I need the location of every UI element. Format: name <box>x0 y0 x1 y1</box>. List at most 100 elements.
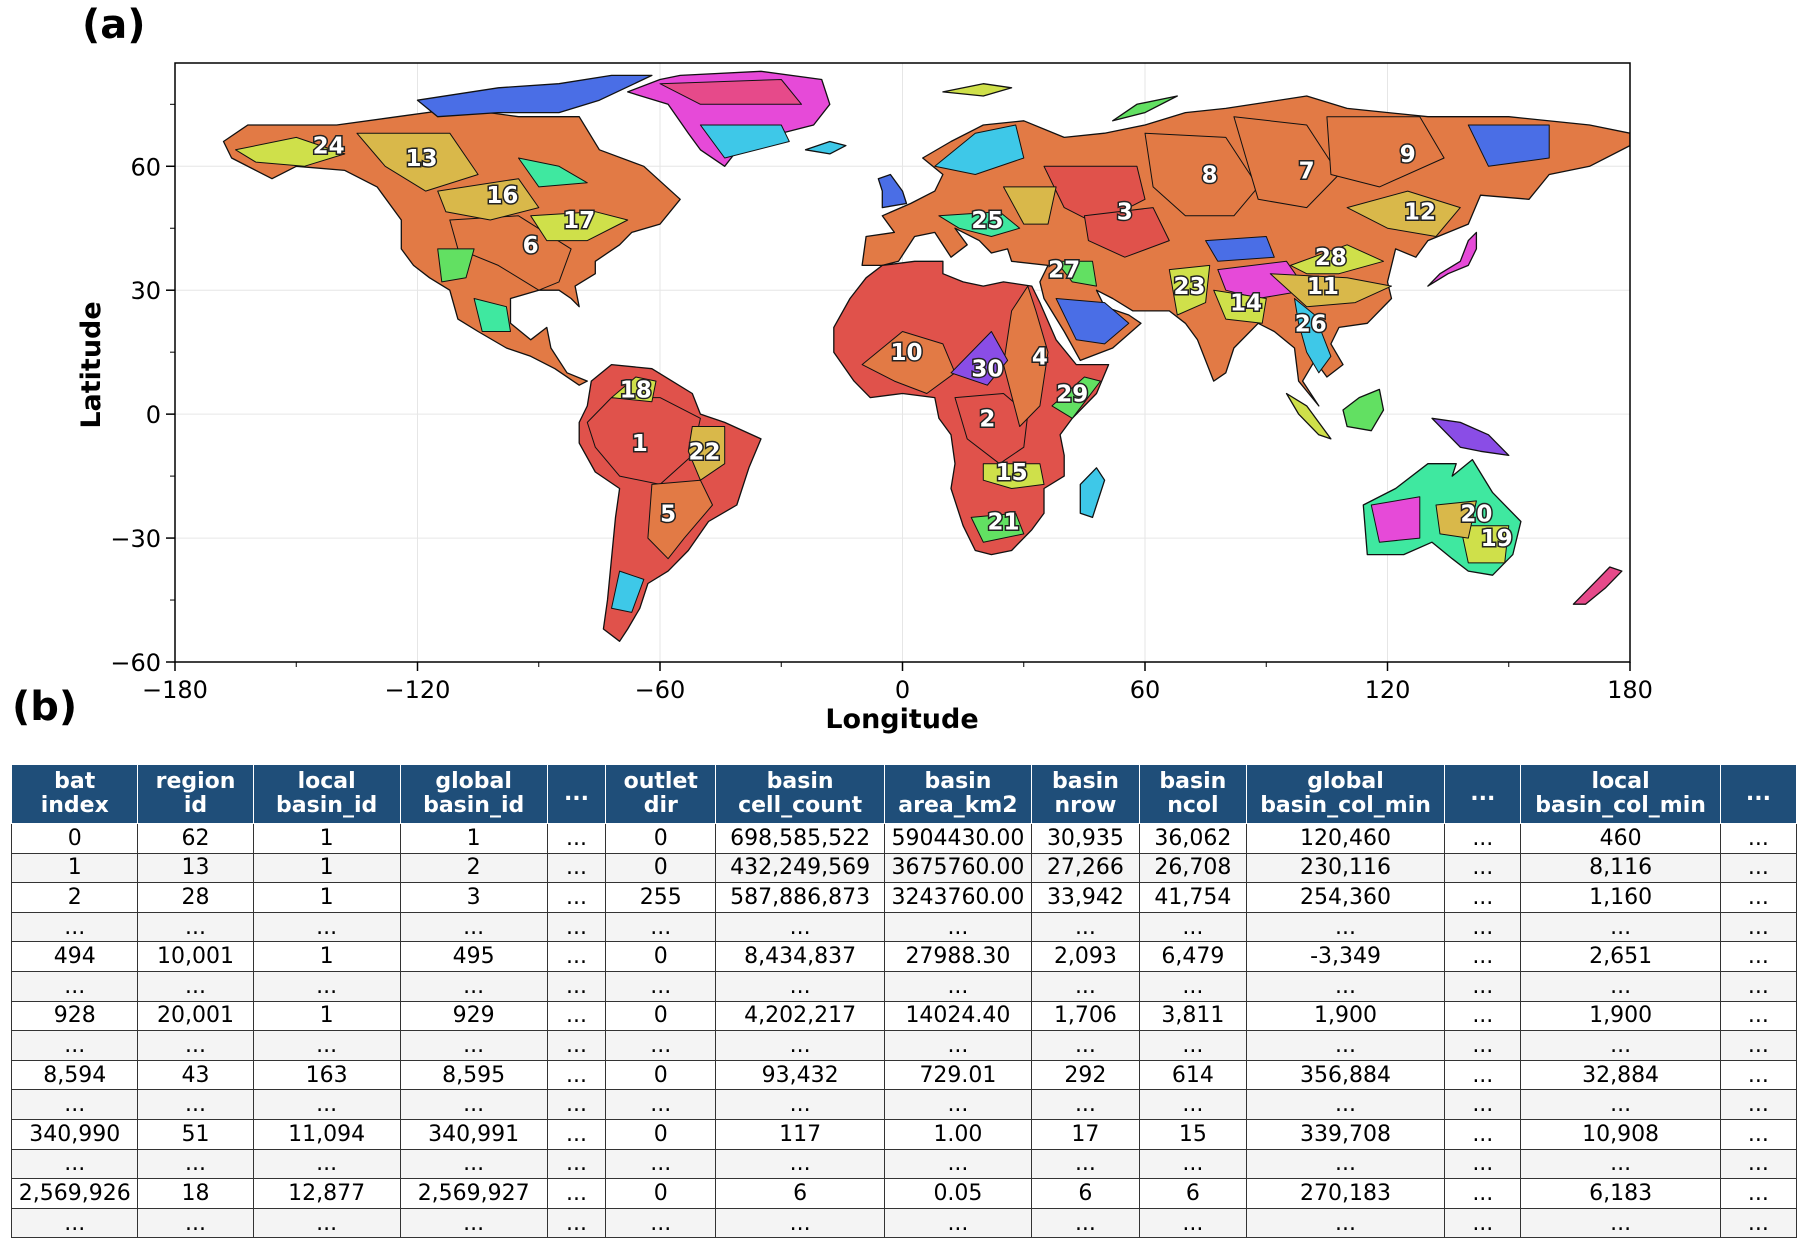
table-cell: ... <box>137 1089 254 1120</box>
table-cell: ... <box>715 1030 885 1061</box>
table-cell: ... <box>1520 1030 1721 1061</box>
basin-indus <box>1168 264 1211 316</box>
basin-yukon <box>235 136 346 167</box>
table-cell: 1,900 <box>1245 1000 1446 1032</box>
basin-label-12: 12 <box>1404 200 1436 226</box>
table-cell: ... <box>1719 1178 1798 1209</box>
table-cell: ... <box>715 1089 885 1120</box>
basin-label-21: 21 <box>988 510 1020 536</box>
basin-greenland-n <box>659 79 802 105</box>
table-cell: 0 <box>10 823 139 854</box>
basin-orinoco <box>611 376 657 403</box>
table-cell: 3675760.00 <box>883 852 1032 884</box>
table-cell: ... <box>1138 1207 1247 1239</box>
basin-ganges <box>1213 289 1267 324</box>
table-cell: ... <box>10 911 139 943</box>
basin-lena <box>1326 116 1445 188</box>
column-header: global basin_id <box>399 764 548 824</box>
basin-label-16: 16 <box>486 183 518 209</box>
table-cell: 339,708 <box>1245 1118 1446 1150</box>
table-cell: ... <box>546 823 607 854</box>
column-header: ... <box>1719 764 1798 824</box>
table-cell: ... <box>715 970 885 1002</box>
table-cell: ... <box>399 970 548 1002</box>
basin-label-14: 14 <box>1230 291 1262 317</box>
table-cell: 0 <box>605 1000 717 1032</box>
basin-label-11: 11 <box>1307 274 1339 300</box>
land-new-zealand <box>1572 566 1623 605</box>
land-madagascar <box>1079 467 1106 519</box>
table-cell: 1 <box>252 1000 401 1032</box>
table-cell: ... <box>1719 1089 1798 1120</box>
column-header: basin area_km2 <box>883 764 1032 824</box>
table-cell: ... <box>1719 1118 1798 1150</box>
table-cell: 15 <box>1138 1118 1247 1150</box>
y-tick-label: 30 <box>130 277 161 305</box>
table-cell: 28 <box>137 882 254 913</box>
table-cell: 11,094 <box>252 1118 401 1150</box>
table-cell: ... <box>1030 1207 1140 1239</box>
table-cell: ... <box>546 1207 607 1239</box>
table-cell: 33,942 <box>1030 882 1140 913</box>
table-cell: ... <box>546 852 607 884</box>
table-row: 494 10,001 1 495... 0 8,434,837 27988.30 2,093 6… <box>10 941 1798 972</box>
basin-tocantins <box>687 426 726 481</box>
table-cell: 2,093 <box>1030 941 1140 972</box>
table-cell: 1 <box>252 852 401 884</box>
table-row: 928 20,001 1 929... 0 4,202,217 14024.40 1,706 3… <box>10 1000 1798 1032</box>
basin-table: bat index region id local basin_id global b… <box>10 764 1798 1239</box>
basin-label-18: 18 <box>620 377 652 403</box>
table-cell: 62 <box>137 823 254 854</box>
table-cell: 41,754 <box>1138 882 1247 913</box>
basin-label-5: 5 <box>660 501 676 527</box>
table-cell: ... <box>1444 1030 1522 1061</box>
table-cell: ... <box>1030 970 1140 1002</box>
table-cell: 2,651 <box>1520 941 1721 972</box>
table-cell: ... <box>1030 911 1140 943</box>
table-cell: 356,884 <box>1245 1059 1446 1091</box>
table-cell: 5904430.00 <box>883 823 1032 854</box>
table-cell: ... <box>137 1030 254 1061</box>
basin-ob <box>1144 132 1259 217</box>
table-cell: ... <box>883 1207 1032 1239</box>
table-cell: ... <box>546 882 607 913</box>
basin-amur <box>1346 190 1461 237</box>
column-header: basin nrow <box>1030 764 1140 824</box>
table-cell: ... <box>1520 970 1721 1002</box>
table-cell: 17 <box>1030 1118 1140 1150</box>
column-header: ... <box>546 764 607 824</box>
table-cell: 1 <box>252 882 401 913</box>
table-row: 0 62 1 1... 0 698,585,522 5904430.00 30,935 36,0… <box>10 823 1798 854</box>
table-cell: ... <box>605 1030 717 1061</box>
table-row: ........................................… <box>10 970 1798 1002</box>
table-cell: ... <box>1444 911 1522 943</box>
basin-label-15: 15 <box>996 460 1028 486</box>
table-cell: ... <box>1444 1059 1522 1091</box>
table-cell: 2,569,926 <box>10 1178 139 1209</box>
table-cell: ... <box>1444 1148 1522 1180</box>
table-cell: ... <box>883 1030 1032 1061</box>
table-cell: ... <box>605 911 717 943</box>
table-row: ........................................… <box>10 1089 1798 1120</box>
table-cell: 340,990 <box>10 1118 139 1150</box>
column-header: region id <box>137 764 254 824</box>
table-cell: 3 <box>399 882 548 913</box>
table-cell: 27,266 <box>1030 852 1140 884</box>
table-cell: ... <box>1030 1148 1140 1180</box>
basin-label-19: 19 <box>1481 526 1513 552</box>
basin-label-24: 24 <box>313 134 345 160</box>
column-header: global basin_col_min <box>1245 764 1446 824</box>
table-cell: ... <box>10 1148 139 1180</box>
table-row: 8,594 43 163 8,595... 0 93,432 729.01 292 614 356… <box>10 1059 1798 1091</box>
table-cell: ... <box>1138 911 1247 943</box>
table-cell: ... <box>1719 1207 1798 1239</box>
table-row: ........................................… <box>10 1207 1798 1239</box>
land-japan <box>1427 231 1478 287</box>
basin-label-28: 28 <box>1315 245 1347 271</box>
table-cell: 0 <box>605 941 717 972</box>
table-cell: ... <box>546 1178 607 1209</box>
basin-label-17: 17 <box>563 208 595 234</box>
land-new-guinea <box>1431 417 1510 457</box>
table-cell: ... <box>715 1148 885 1180</box>
basin-colorado <box>437 248 475 283</box>
